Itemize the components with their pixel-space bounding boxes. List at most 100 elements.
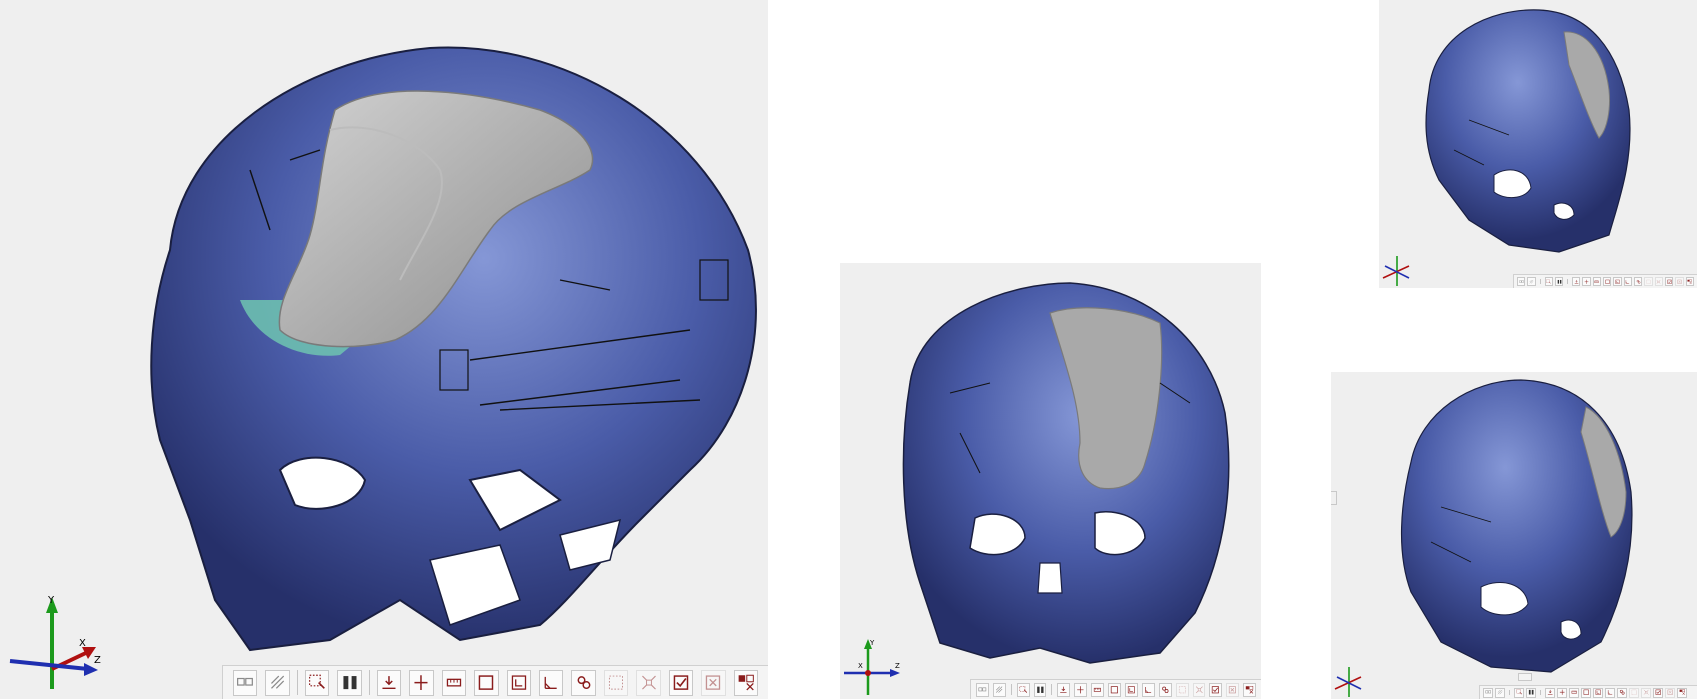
- main-3d-viewport[interactable]: Y X Z: [0, 0, 768, 699]
- select-region-button[interactable]: [1544, 277, 1553, 286]
- plane-move-button[interactable]: [1074, 682, 1088, 697]
- box-button[interactable]: [1108, 682, 1121, 697]
- angle-button[interactable]: [1605, 687, 1615, 698]
- shading-button[interactable]: [265, 669, 290, 696]
- viewport-toolbar: [1513, 274, 1697, 288]
- side-top-3d-viewport[interactable]: [1379, 0, 1697, 288]
- box-button[interactable]: [1603, 277, 1612, 286]
- front-3d-viewport[interactable]: Y X Z: [840, 263, 1261, 699]
- toolbar-expand-handle[interactable]: [1518, 673, 1532, 681]
- frame-button[interactable]: [1613, 277, 1622, 286]
- box-icon: [479, 675, 494, 690]
- grid-button[interactable]: [1644, 277, 1653, 286]
- close-box-button[interactable]: [1665, 687, 1675, 698]
- grid-button[interactable]: [603, 669, 629, 696]
- view-mode-button[interactable]: [976, 682, 989, 697]
- skull-model-oblique-right-bottom[interactable]: [1331, 372, 1697, 699]
- view-mode-button[interactable]: [1517, 277, 1526, 286]
- select-region-button[interactable]: [1514, 687, 1524, 698]
- select-region-button[interactable]: [1016, 682, 1030, 697]
- select-region-button[interactable]: [304, 669, 330, 696]
- split-view-button[interactable]: [1554, 277, 1564, 286]
- toolbar-separator: [1539, 279, 1541, 284]
- link-button[interactable]: [1158, 682, 1172, 697]
- plane-move-button[interactable]: [409, 669, 434, 696]
- close-box-button[interactable]: [1675, 277, 1684, 286]
- viewport-toolbar: [222, 665, 768, 699]
- checkbox-button[interactable]: [1653, 687, 1663, 698]
- frame-button[interactable]: [1593, 687, 1603, 698]
- fit-view-button[interactable]: [1192, 682, 1206, 697]
- box-icon: [1110, 685, 1119, 694]
- panel-collapse-handle[interactable]: [1331, 491, 1337, 505]
- plane-cut-button[interactable]: [1545, 687, 1555, 698]
- checkbox-button[interactable]: [668, 669, 694, 696]
- angle-button[interactable]: [1141, 682, 1155, 697]
- grid-button[interactable]: [1629, 687, 1639, 698]
- skull-model-oblique[interactable]: [0, 0, 768, 699]
- export-icon: [1246, 685, 1254, 694]
- fit-view-button[interactable]: [1654, 277, 1664, 286]
- view-mode-button[interactable]: [233, 669, 258, 696]
- plane-move-button[interactable]: [1582, 277, 1591, 286]
- shading-button[interactable]: [1527, 277, 1536, 286]
- toolbar-separator: [1509, 690, 1510, 695]
- checkbox-button[interactable]: [1665, 277, 1674, 286]
- fit-view-button[interactable]: [1641, 687, 1651, 698]
- skull-model-frontal[interactable]: [840, 263, 1261, 699]
- shading-icon: [1497, 690, 1503, 695]
- measure-distance-icon: [1594, 280, 1599, 283]
- split-view-icon: [1036, 686, 1044, 693]
- axis-x-label: X: [858, 662, 863, 670]
- plane-cut-button[interactable]: [1572, 277, 1581, 286]
- measure-distance-button[interactable]: [441, 669, 467, 696]
- checkbox-button[interactable]: [1209, 682, 1223, 697]
- plane-cut-button[interactable]: [1057, 682, 1071, 697]
- split-view-button[interactable]: [1526, 687, 1536, 698]
- frame-icon: [511, 675, 526, 690]
- toolbar-separator: [1540, 690, 1541, 695]
- frame-button[interactable]: [1124, 682, 1138, 697]
- view-mode-icon: [237, 677, 254, 686]
- axis-y-label: Y: [47, 595, 55, 606]
- grid-icon: [1646, 279, 1651, 284]
- plane-move-icon: [1077, 685, 1084, 694]
- measure-distance-button[interactable]: [1592, 277, 1602, 286]
- skull-model-oblique-right-top[interactable]: [1379, 0, 1697, 288]
- link-button[interactable]: [571, 669, 596, 696]
- frame-icon: [1595, 689, 1601, 696]
- fit-view-button[interactable]: [636, 669, 661, 696]
- angle-icon: [544, 676, 557, 689]
- select-region-icon: [1516, 689, 1522, 695]
- plane-cut-button[interactable]: [376, 669, 402, 696]
- plane-move-icon: [414, 675, 428, 690]
- measure-distance-button[interactable]: [1091, 682, 1105, 697]
- export-button[interactable]: [1677, 687, 1687, 698]
- measure-distance-icon: [1094, 687, 1102, 692]
- split-view-button[interactable]: [1033, 682, 1047, 697]
- side-bottom-3d-viewport[interactable]: [1331, 372, 1697, 699]
- box-button[interactable]: [1581, 687, 1591, 698]
- export-button[interactable]: [1685, 277, 1695, 286]
- shading-icon: [1529, 279, 1534, 284]
- grid-button[interactable]: [1175, 682, 1189, 697]
- angle-icon: [1607, 690, 1613, 695]
- close-box-icon: [1667, 689, 1673, 696]
- box-button[interactable]: [474, 669, 499, 696]
- link-button[interactable]: [1617, 687, 1627, 698]
- export-button[interactable]: [733, 669, 759, 696]
- shading-button[interactable]: [1495, 687, 1505, 698]
- angle-button[interactable]: [1623, 277, 1633, 286]
- measure-distance-button[interactable]: [1569, 687, 1579, 698]
- split-view-button[interactable]: [337, 669, 362, 696]
- fit-view-icon: [1656, 279, 1661, 284]
- link-button[interactable]: [1634, 277, 1643, 286]
- close-box-button[interactable]: [1226, 682, 1240, 697]
- export-button[interactable]: [1243, 682, 1257, 697]
- angle-button[interactable]: [538, 669, 564, 696]
- shading-button[interactable]: [992, 682, 1006, 697]
- view-mode-button[interactable]: [1483, 687, 1493, 698]
- close-box-button[interactable]: [701, 669, 726, 696]
- plane-move-button[interactable]: [1557, 687, 1567, 698]
- frame-button[interactable]: [506, 669, 531, 696]
